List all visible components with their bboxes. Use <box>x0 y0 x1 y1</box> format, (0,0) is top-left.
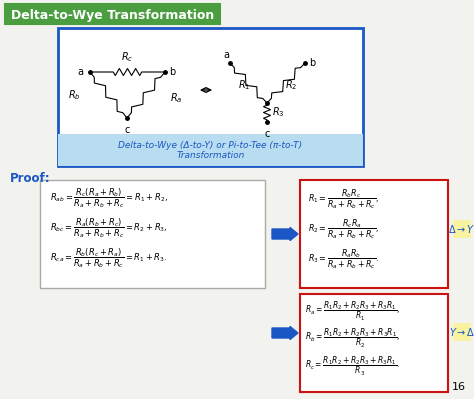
Text: c: c <box>264 129 270 139</box>
Text: $R_1$: $R_1$ <box>238 78 250 92</box>
Text: $R_b$: $R_b$ <box>68 88 81 102</box>
Text: Delta-to-Wye (Δ-to-Y) or Pi-to-Tee (π-to-T): Delta-to-Wye (Δ-to-Y) or Pi-to-Tee (π-to… <box>118 140 302 150</box>
Bar <box>58 134 363 166</box>
Text: $R_1 = \dfrac{R_b R_c}{R_a+R_b+R_c},$: $R_1 = \dfrac{R_b R_c}{R_a+R_b+R_c},$ <box>308 187 379 211</box>
Text: Delta-to-Wye Transformation: Delta-to-Wye Transformation <box>11 8 214 22</box>
Bar <box>453 220 471 238</box>
Text: Transformation: Transformation <box>176 152 245 160</box>
Text: $R_b = \dfrac{R_1 R_2+R_2 R_3+R_3 R_1}{R_2},$: $R_b = \dfrac{R_1 R_2+R_2 R_3+R_3 R_1}{R… <box>305 326 400 350</box>
Text: $R_2 = \dfrac{R_c R_a}{R_a+R_b+R_c},$: $R_2 = \dfrac{R_c R_a}{R_a+R_b+R_c},$ <box>308 217 379 241</box>
Text: $R_{ca} = \dfrac{R_b(R_c+R_a)}{R_a+R_b+R_c} = R_1+R_3.$: $R_{ca} = \dfrac{R_b(R_c+R_a)}{R_a+R_b+R… <box>50 246 167 270</box>
Text: $R_3 = \dfrac{R_a R_b}{R_a+R_b+R_c}.$: $R_3 = \dfrac{R_a R_b}{R_a+R_b+R_c}.$ <box>308 247 379 271</box>
Text: c: c <box>124 125 130 135</box>
Text: a: a <box>77 67 83 77</box>
Text: Proof:: Proof: <box>10 172 51 185</box>
Text: b: b <box>169 67 175 77</box>
Text: a: a <box>223 50 229 60</box>
Text: b: b <box>309 58 315 68</box>
Text: $R_c = \dfrac{R_1 R_2+R_2 R_3+R_3 R_1}{R_3}.$: $R_c = \dfrac{R_1 R_2+R_2 R_3+R_3 R_1}{R… <box>305 354 400 378</box>
Bar <box>58 28 363 166</box>
Text: 16: 16 <box>452 382 466 392</box>
Text: $R_{ab} = \dfrac{R_c(R_a+R_b)}{R_a+R_b+R_c} = R_1+R_2,$: $R_{ab} = \dfrac{R_c(R_a+R_b)}{R_a+R_b+R… <box>50 186 168 210</box>
Bar <box>40 180 265 288</box>
Text: $R_a$: $R_a$ <box>170 91 182 105</box>
FancyArrow shape <box>272 326 298 340</box>
Bar <box>453 323 471 341</box>
Text: $Y \rightarrow \Delta$: $Y \rightarrow \Delta$ <box>449 326 474 338</box>
Text: $R_3$: $R_3$ <box>272 106 284 119</box>
FancyArrow shape <box>272 227 298 241</box>
Text: $R_c$: $R_c$ <box>121 50 134 64</box>
Text: $R_2$: $R_2$ <box>285 78 297 92</box>
Text: $R_a = \dfrac{R_1 R_2+R_2 R_3+R_3 R_1}{R_1},$: $R_a = \dfrac{R_1 R_2+R_2 R_3+R_3 R_1}{R… <box>305 299 400 323</box>
Bar <box>300 180 448 288</box>
Text: $\Delta \rightarrow Y$: $\Delta \rightarrow Y$ <box>448 223 474 235</box>
Text: $R_{bc} = \dfrac{R_a(R_b+R_c)}{R_a+R_b+R_c} = R_2+R_3,$: $R_{bc} = \dfrac{R_a(R_b+R_c)}{R_a+R_b+R… <box>50 216 168 240</box>
Bar <box>5 4 220 24</box>
Bar <box>300 294 448 392</box>
